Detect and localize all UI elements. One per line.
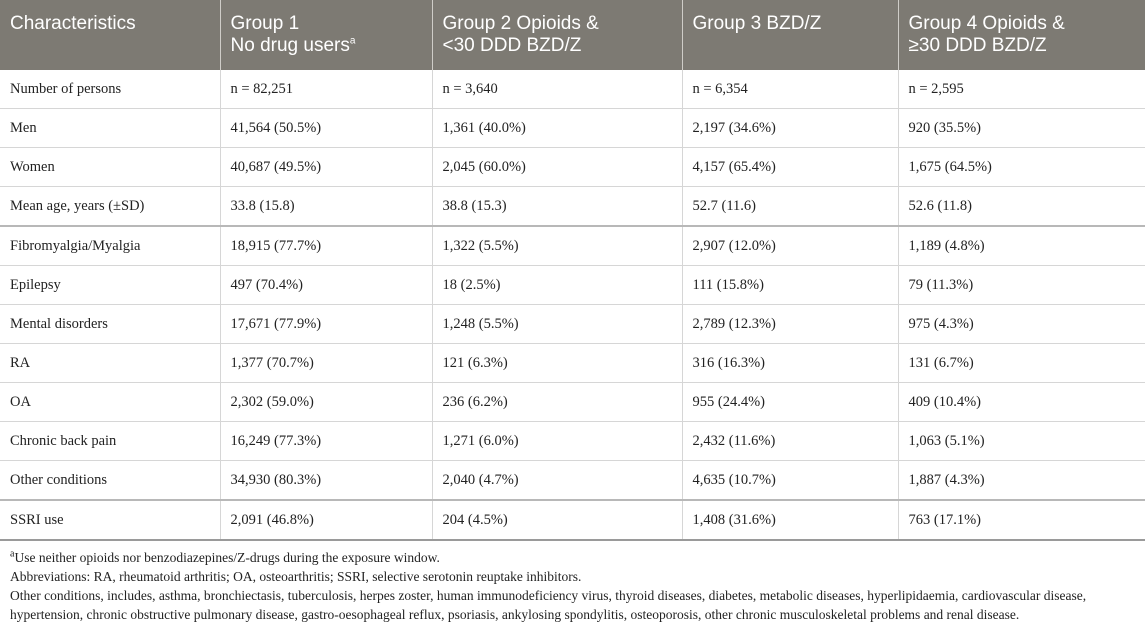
cell-group-3: 1,408 (31.6%) (682, 499, 899, 541)
cell-characteristic: Men (0, 108, 221, 148)
cell-characteristic: Epilepsy (0, 265, 221, 305)
header-characteristics: Characteristics (0, 0, 221, 70)
cell-group-2: 204 (4.5%) (432, 499, 683, 541)
table-row: Number of persons n = 82,251 n = 3,640 n = … (0, 70, 1145, 109)
header-line: No drug usersa (231, 35, 422, 57)
cell-group-1: 2,302 (59.0%) (220, 382, 433, 422)
cell-group-2: 1,271 (6.0%) (432, 421, 683, 461)
table-row: Chronic back pain 16,249 (77.3%) 1,271 (6.… (0, 421, 1145, 461)
table-row: Epilepsy 497 (70.4%) 18 (2.5%) 111 (15.8%) 7… (0, 265, 1145, 305)
cell-group-2: 2,040 (4.7%) (432, 460, 683, 501)
cell-group-4: n = 2,595 (898, 70, 1145, 109)
cell-group-4: 763 (17.1%) (898, 499, 1145, 541)
cell-group-3: 2,789 (12.3%) (682, 304, 899, 344)
footnote-marker: a (10, 548, 15, 560)
header-line: <30 DDD BZD/Z (442, 35, 582, 56)
cell-group-4: 975 (4.3%) (898, 304, 1145, 344)
table-row: SSRI use 2,091 (46.8%) 204 (4.5%) 1,408 (31… (0, 499, 1145, 541)
cell-group-1: 16,249 (77.3%) (220, 421, 433, 461)
cell-group-3: 52.7 (11.6) (682, 186, 899, 227)
cell-group-2: 1,248 (5.5%) (432, 304, 683, 344)
footnotes: aUse neither opioids nor benzodiazepines… (0, 541, 1145, 624)
cell-characteristic: SSRI use (0, 499, 221, 541)
table-header: Characteristics Group 1 No drug usersa G… (0, 0, 1145, 70)
footnote-marker: a (349, 35, 356, 47)
cell-group-2: 2,045 (60.0%) (432, 147, 683, 187)
header-group-3: Group 3 BZD/Z (682, 0, 899, 70)
cell-characteristic: Mental disorders (0, 304, 221, 344)
cell-characteristic: Fibromyalgia/Myalgia (0, 225, 221, 266)
table-row: OA 2,302 (59.0%) 236 (6.2%) 955 (24.4%) 409 … (0, 382, 1145, 422)
cell-group-3: 2,907 (12.0%) (682, 225, 899, 266)
cell-group-1: 1,377 (70.7%) (220, 343, 433, 383)
header-group-2: Group 2 Opioids & <30 DDD BZD/Z (432, 0, 683, 70)
footnote-other-conditions: Other conditions, includes, asthma, bron… (10, 588, 1087, 622)
cell-characteristic: Women (0, 147, 221, 187)
cell-group-3: 111 (15.8%) (682, 265, 899, 305)
cell-group-3: 316 (16.3%) (682, 343, 899, 383)
table-row: Women 40,687 (49.5%) 2,045 (60.0%) 4,157 (6… (0, 147, 1145, 187)
header-line: Group 3 BZD/Z (692, 13, 822, 34)
cell-group-2: n = 3,640 (432, 70, 683, 109)
cell-characteristic: RA (0, 343, 221, 383)
cell-group-2: 1,361 (40.0%) (432, 108, 683, 148)
header-line-text: No drug users (230, 35, 350, 56)
table-body: Number of persons n = 82,251 n = 3,640 n = … (0, 70, 1145, 541)
header-line: Characteristics (10, 13, 136, 34)
header-row: Characteristics Group 1 No drug usersa G… (0, 0, 1145, 70)
cell-group-1: 34,930 (80.3%) (220, 460, 433, 501)
cell-characteristic: Number of persons (0, 70, 221, 109)
cell-group-4: 52.6 (11.8) (898, 186, 1145, 227)
cell-characteristic: Chronic back pain (0, 421, 221, 461)
cell-group-3: 2,432 (11.6%) (682, 421, 899, 461)
cell-group-3: 2,197 (34.6%) (682, 108, 899, 148)
footnote-a: aUse neither opioids nor benzodiazepines… (10, 548, 1137, 567)
cell-group-4: 79 (11.3%) (898, 265, 1145, 305)
table-row: Other conditions 34,930 (80.3%) 2,040 (4.7… (0, 460, 1145, 501)
header-line: Group 2 Opioids & (442, 13, 599, 34)
cell-group-4: 131 (6.7%) (898, 343, 1145, 383)
cell-group-4: 1,063 (5.1%) (898, 421, 1145, 461)
cell-characteristic: Other conditions (0, 460, 221, 501)
header-group-4: Group 4 Opioids & ≥30 DDD BZD/Z (898, 0, 1145, 70)
table-row: Mental disorders 17,671 (77.9%) 1,248 (5.5… (0, 304, 1145, 344)
cell-group-1: 18,915 (77.7%) (220, 225, 433, 266)
cell-group-4: 1,887 (4.3%) (898, 460, 1145, 501)
cell-group-4: 409 (10.4%) (898, 382, 1145, 422)
cell-group-3: 955 (24.4%) (682, 382, 899, 422)
header-group-1: Group 1 No drug usersa (220, 0, 433, 70)
cell-group-3: 4,157 (65.4%) (682, 147, 899, 187)
characteristics-table: Characteristics Group 1 No drug usersa G… (0, 0, 1145, 541)
cell-group-2: 18 (2.5%) (432, 265, 683, 305)
cell-group-2: 236 (6.2%) (432, 382, 683, 422)
header-line: Group 4 Opioids & (908, 13, 1065, 34)
cell-group-1: n = 82,251 (220, 70, 433, 109)
cell-group-4: 920 (35.5%) (898, 108, 1145, 148)
cell-group-1: 33.8 (15.8) (220, 186, 433, 227)
cell-group-3: 4,635 (10.7%) (682, 460, 899, 501)
footnote-abbreviations: Abbreviations: RA, rheumatoid arthritis;… (10, 569, 582, 584)
cell-group-1: 2,091 (46.8%) (220, 499, 433, 541)
table-row: RA 1,377 (70.7%) 121 (6.3%) 316 (16.3%) 131 … (0, 343, 1145, 383)
cell-characteristic: OA (0, 382, 221, 422)
table-row: Mean age, years (±SD) 33.8 (15.8) 38.8 (15… (0, 186, 1145, 227)
footnote-a-text: Use neither opioids nor benzodiazepines/… (14, 550, 440, 565)
cell-group-1: 40,687 (49.5%) (220, 147, 433, 187)
table-row: Fibromyalgia/Myalgia 18,915 (77.7%) 1,322 … (0, 225, 1145, 266)
cell-group-2: 121 (6.3%) (432, 343, 683, 383)
table-row: Men 41,564 (50.5%) 1,361 (40.0%) 2,197 (34.… (0, 108, 1145, 148)
cell-group-2: 1,322 (5.5%) (432, 225, 683, 266)
header-line: ≥30 DDD BZD/Z (908, 35, 1047, 56)
cell-group-3: n = 6,354 (682, 70, 899, 109)
cell-group-4: 1,675 (64.5%) (898, 147, 1145, 187)
cell-group-1: 497 (70.4%) (220, 265, 433, 305)
cell-group-4: 1,189 (4.8%) (898, 225, 1145, 266)
header-line: Group 1 (230, 13, 300, 34)
cell-characteristic: Mean age, years (±SD) (0, 186, 221, 227)
cell-group-1: 41,564 (50.5%) (220, 108, 433, 148)
cell-group-1: 17,671 (77.9%) (220, 304, 433, 344)
cell-group-2: 38.8 (15.3) (432, 186, 683, 227)
